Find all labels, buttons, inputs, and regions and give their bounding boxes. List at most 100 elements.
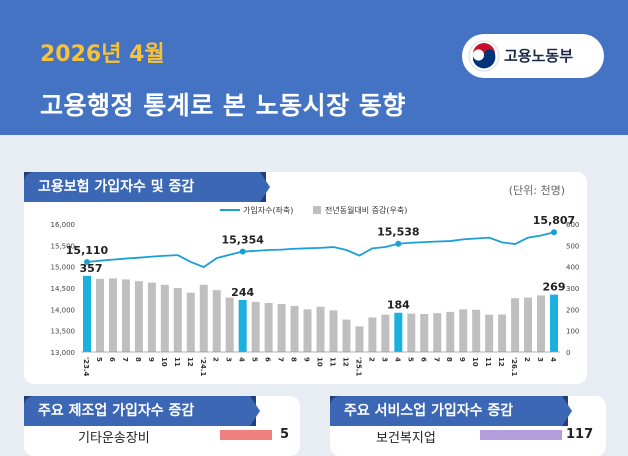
- bar: [498, 314, 507, 352]
- manufacturing-item: 기타운송장비: [78, 431, 150, 446]
- x-tick: 4: [238, 357, 246, 362]
- bar: [381, 314, 390, 352]
- x-tick: 10: [316, 357, 324, 367]
- legend-bar-swatch: [313, 206, 321, 214]
- x-tick: 9: [303, 357, 311, 362]
- ministry-logo: 고용노동부: [462, 34, 604, 78]
- x-tick: 12: [341, 357, 349, 367]
- report-date: 2026년 4월: [40, 42, 165, 67]
- ministry-name: 고용노동부: [504, 47, 574, 65]
- insurance-chart-card: 고용보험 가입자수 및 증감 (단위: 천명): [24, 172, 587, 384]
- bar: [420, 314, 429, 352]
- bar: [199, 284, 208, 352]
- x-tick: 3: [225, 357, 233, 362]
- x-tick: '26.1: [510, 357, 518, 377]
- y-right-tick: 400: [566, 264, 579, 272]
- bar: [394, 312, 403, 352]
- x-tick: 6: [108, 357, 116, 362]
- x-tick: 12: [186, 357, 194, 367]
- x-tick: 8: [290, 357, 298, 362]
- bar: [316, 306, 325, 352]
- x-tick: 2: [367, 357, 375, 362]
- x-tick: 3: [536, 357, 544, 362]
- x-tick: '25.1: [354, 357, 362, 377]
- x-tick: 4: [549, 357, 557, 362]
- bar: [355, 326, 364, 352]
- bar: [147, 282, 156, 352]
- manufacturing-card: 주요 제조업 가입자수 증감 기타운송장비 5: [24, 396, 300, 456]
- service-item: 보건복지업: [376, 431, 436, 446]
- y-right-tick: 500: [566, 242, 579, 250]
- bar: [485, 314, 494, 352]
- x-tick: 7: [432, 357, 440, 362]
- series-line: [86, 231, 555, 269]
- x-tick: 2: [212, 357, 220, 362]
- service-card: 주요 서비스업 가입자수 증감 보건복지업 117: [330, 396, 606, 456]
- bar: [160, 284, 169, 352]
- x-tick: 6: [419, 357, 427, 362]
- bar: [303, 309, 312, 352]
- bar: [433, 313, 442, 352]
- bar: [186, 292, 195, 352]
- x-tick: 6: [264, 357, 272, 362]
- x-tick: 7: [277, 357, 285, 362]
- page-title: 고용행정 통계로 본 노동시장 동향: [40, 91, 406, 120]
- x-tick: 5: [251, 357, 259, 362]
- legend-bar-label: 전년동월대비 증감(우축): [325, 205, 407, 215]
- legend-line-label: 가입자수(좌축): [243, 206, 293, 215]
- x-tick: '23.4: [82, 357, 90, 377]
- line-point: [239, 248, 246, 255]
- y-left-tick: 13,000: [51, 349, 76, 357]
- y-left-tick: 13,500: [51, 328, 76, 336]
- bar: [407, 313, 416, 352]
- y-right-tick: 300: [566, 285, 579, 293]
- bar-label: 184: [387, 299, 410, 312]
- bar: [342, 319, 351, 352]
- service-value: 117: [566, 427, 594, 442]
- bar: [95, 278, 104, 352]
- y-left-tick: 16,000: [51, 221, 76, 229]
- x-tick: 4: [393, 357, 401, 362]
- bar: [329, 310, 338, 352]
- header-banner: 2026년 4월 고용행정 통계로 본 노동시장 동향 고용노동부: [0, 0, 628, 135]
- y-left-tick: 15,000: [51, 264, 76, 272]
- bar: [511, 298, 520, 352]
- bar: [121, 279, 130, 352]
- bar: [83, 275, 91, 352]
- card-title: 고용보험 가입자수 및 증감: [24, 172, 270, 202]
- x-tick: 9: [458, 357, 466, 362]
- bar: [277, 304, 286, 352]
- line-point: [551, 229, 557, 236]
- x-tick: 8: [134, 357, 142, 362]
- bar: [225, 297, 234, 352]
- line-label: 15,354: [221, 234, 264, 247]
- bar: [446, 311, 455, 352]
- y-right-tick: 100: [566, 328, 579, 336]
- taegeuk-icon: [468, 40, 500, 72]
- unit-label: (단위: 천명): [508, 184, 565, 197]
- line-point: [84, 258, 90, 265]
- line-point: [395, 240, 402, 247]
- line-label: 15,538: [377, 226, 419, 239]
- x-tick: 11: [328, 357, 336, 367]
- bar: [524, 297, 533, 352]
- x-tick: 12: [497, 357, 505, 367]
- bar: [290, 305, 299, 352]
- y-left-tick: 14,500: [51, 285, 76, 293]
- manufacturing-value: 5: [280, 427, 290, 442]
- bar: [212, 290, 221, 352]
- y-left-tick: 15,500: [51, 242, 76, 250]
- service-bar: [480, 430, 562, 440]
- service-title: 주요 서비스업 가입자수 증감: [330, 396, 572, 426]
- x-tick: '24.1: [199, 357, 207, 377]
- bar: [251, 301, 260, 352]
- bar: [173, 288, 182, 352]
- line-label: 15,807: [533, 214, 575, 227]
- x-tick: 11: [173, 357, 181, 367]
- manufacturing-bar: [220, 430, 272, 440]
- y-left-tick: 14,000: [51, 306, 76, 314]
- x-tick: 7: [121, 357, 129, 362]
- bar: [550, 294, 558, 352]
- x-tick: 5: [406, 357, 414, 362]
- bar: [108, 278, 117, 352]
